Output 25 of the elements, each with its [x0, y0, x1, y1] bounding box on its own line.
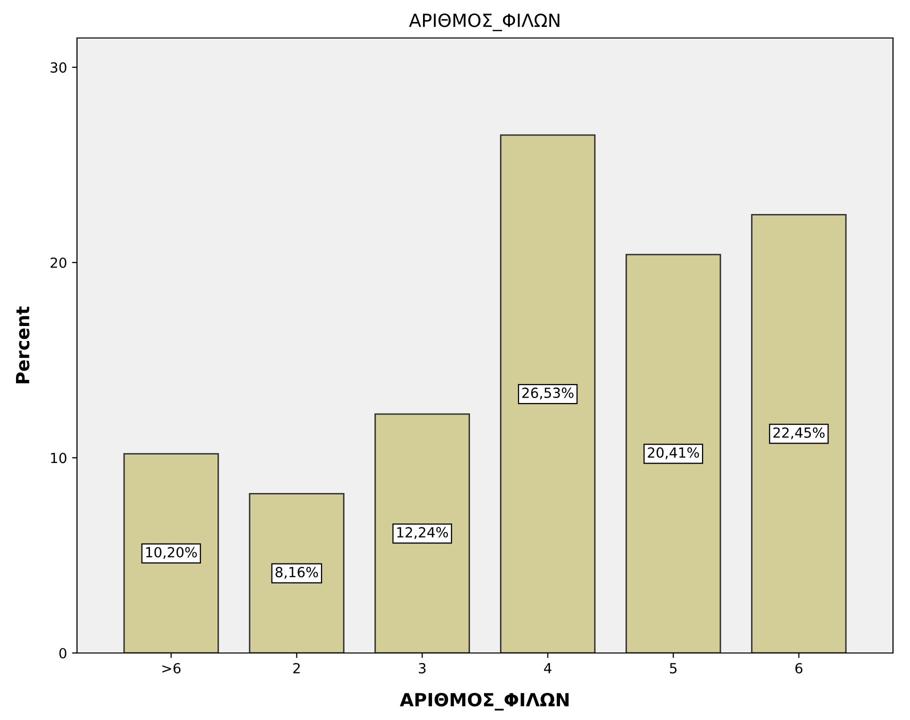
- bar: [751, 214, 847, 653]
- bar: [248, 492, 344, 653]
- bar: [123, 453, 219, 653]
- bar: [500, 134, 596, 653]
- data-label: 20,41%: [648, 447, 700, 460]
- data-label: 22,45%: [773, 427, 825, 440]
- x-tick-label: >6: [162, 662, 181, 674]
- x-tick-label: 4: [544, 663, 552, 674]
- data-label: 26,53%: [522, 388, 574, 400]
- y-tick-label: 20: [50, 257, 66, 268]
- data-label: 10,20%: [146, 546, 197, 559]
- x-tick-label: 5: [670, 663, 677, 674]
- bar: [626, 254, 722, 653]
- data-label: 8,16%: [276, 566, 318, 579]
- x-tick-label: 2: [293, 662, 300, 674]
- y-axis-title: Percent: [16, 306, 30, 384]
- data-label: 12,24%: [397, 527, 448, 539]
- chart-title: ΑΡΙΘΜΟΣ_ΦΙΛΩΝ: [409, 13, 560, 32]
- bar: [374, 413, 470, 653]
- x-tick-label: 6: [795, 662, 802, 674]
- y-tick-label: 10: [51, 452, 66, 464]
- x-axis-title: ΑΡΙΘΜΟΣ_ΦΙΛΩΝ: [400, 692, 569, 710]
- y-tick-label: 30: [50, 62, 66, 73]
- y-tick-label: 0: [59, 648, 66, 658]
- x-tick-label: 3: [418, 662, 426, 674]
